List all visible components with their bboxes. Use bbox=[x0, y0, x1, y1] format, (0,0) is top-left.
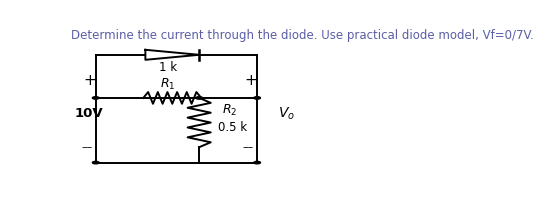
Text: $R_1$: $R_1$ bbox=[160, 77, 176, 92]
Text: ––: –– bbox=[242, 142, 254, 152]
Circle shape bbox=[254, 97, 261, 99]
Text: ––: –– bbox=[81, 142, 92, 152]
Text: 1 k: 1 k bbox=[159, 61, 177, 74]
Text: +: + bbox=[245, 73, 257, 88]
Circle shape bbox=[196, 97, 202, 99]
Circle shape bbox=[92, 161, 99, 164]
Text: +: + bbox=[83, 73, 96, 88]
Text: 0.5 k: 0.5 k bbox=[218, 121, 247, 134]
Circle shape bbox=[92, 97, 99, 99]
Text: $R_2$: $R_2$ bbox=[222, 103, 237, 118]
Text: 10V: 10V bbox=[75, 107, 104, 120]
Text: $V_o$: $V_o$ bbox=[278, 105, 295, 122]
Circle shape bbox=[254, 161, 261, 164]
Text: Determine the current through the diode. Use practical diode model, Vf=0/7V. Exp: Determine the current through the diode.… bbox=[71, 29, 534, 42]
